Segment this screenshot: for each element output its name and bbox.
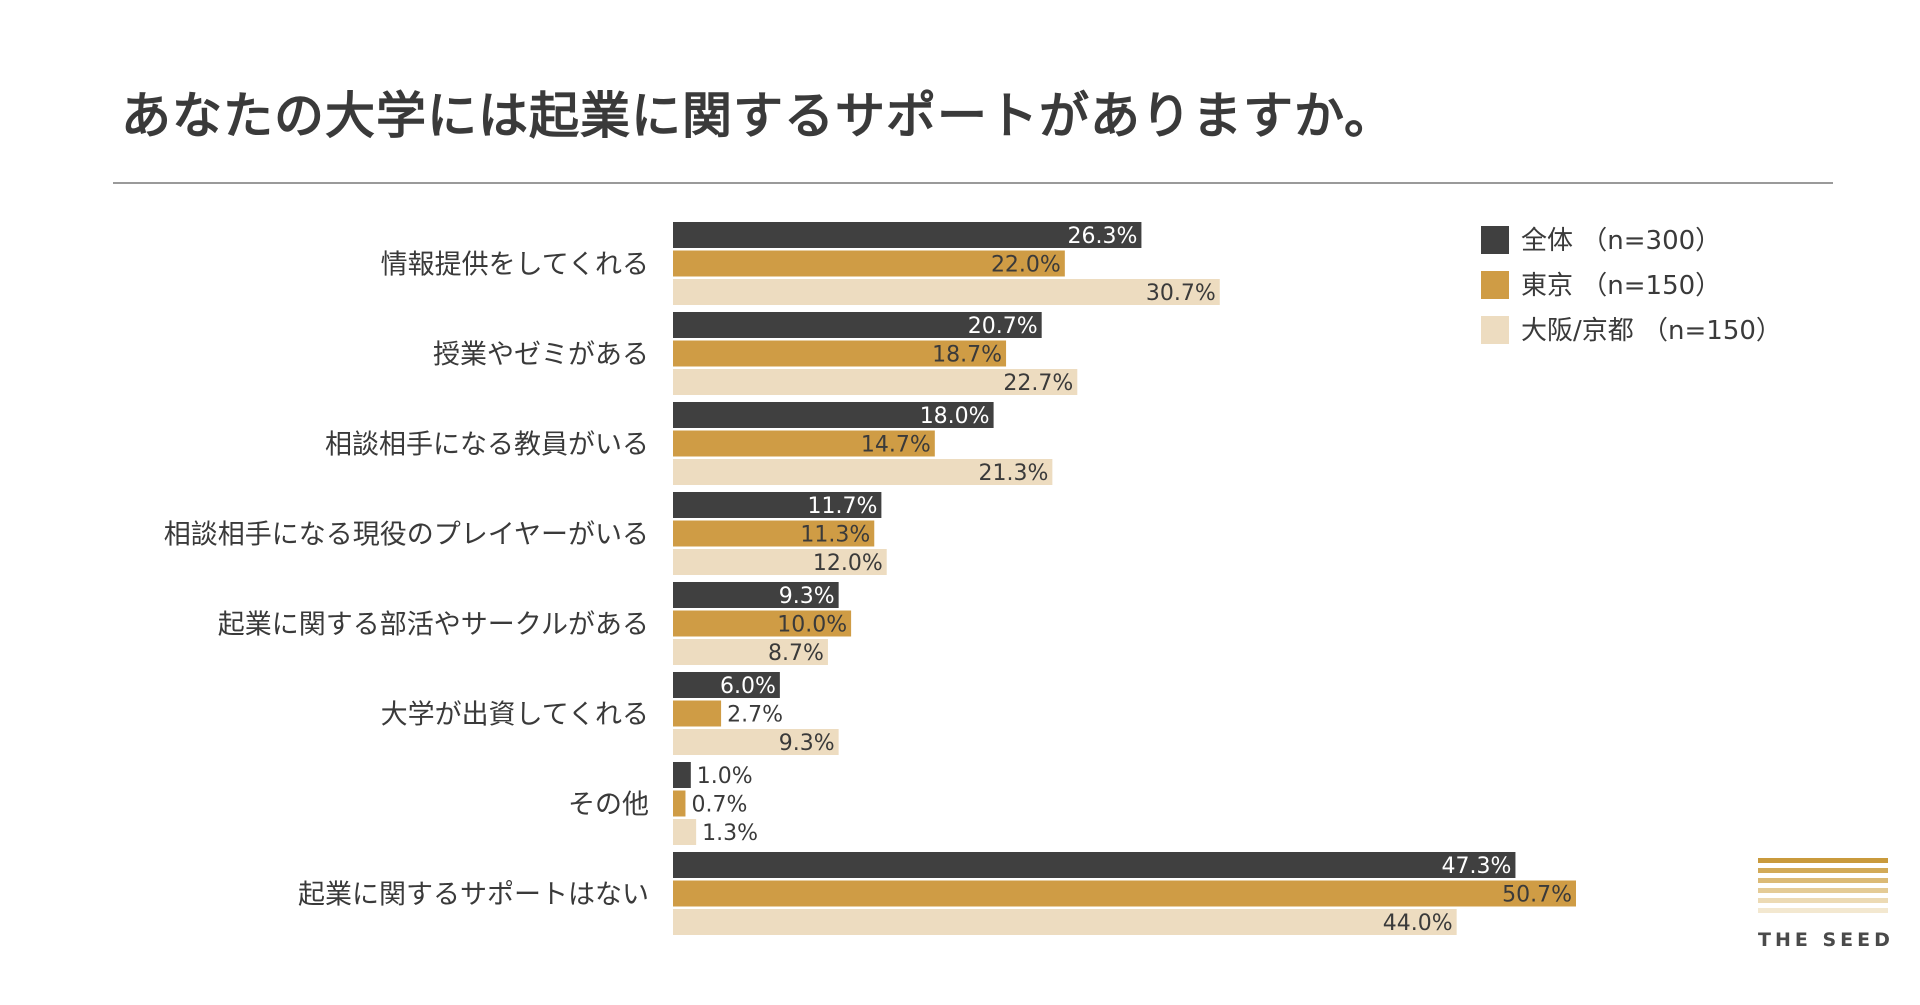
bar-1 bbox=[673, 492, 882, 518]
logo-stripe bbox=[1758, 868, 1888, 873]
title-divider bbox=[113, 182, 1833, 184]
logo-stripe bbox=[1758, 888, 1888, 893]
category-label: 相談相手になる教員がいる bbox=[325, 430, 649, 461]
data-label: 21.3% bbox=[978, 461, 1048, 486]
data-label: 20.7% bbox=[968, 314, 1038, 339]
data-label: 9.3% bbox=[779, 584, 835, 609]
bar-1 bbox=[673, 762, 691, 788]
data-label: 9.3% bbox=[779, 731, 835, 756]
data-label: 22.0% bbox=[991, 253, 1061, 278]
chart-title: あなたの大学には起業に関するサポートがありますか。 bbox=[121, 87, 1395, 145]
data-label: 50.7% bbox=[1502, 883, 1572, 908]
data-label: 8.7% bbox=[768, 641, 824, 666]
logo-stripe bbox=[1758, 908, 1888, 913]
logo-text: THE SEED bbox=[1758, 929, 1894, 951]
bar-3 bbox=[673, 909, 1457, 935]
category-label: 起業に関する部活やサークルがある bbox=[218, 610, 649, 641]
legend-label: 東京 （n=150） bbox=[1521, 271, 1721, 301]
category-label: その他 bbox=[568, 790, 649, 821]
legend-label: 全体 （n=300） bbox=[1521, 226, 1721, 256]
logo-mark bbox=[1758, 858, 1888, 913]
category-label: 起業に関するサポートはない bbox=[298, 880, 649, 911]
category-label: 相談相手になる現役のプレイヤーがいる bbox=[164, 520, 649, 551]
data-label: 26.3% bbox=[1068, 224, 1138, 249]
bar-2 bbox=[673, 520, 875, 547]
data-label: 11.7% bbox=[807, 494, 877, 519]
legend-swatch bbox=[1481, 271, 1509, 299]
legend-swatch bbox=[1481, 316, 1509, 344]
bar-3 bbox=[673, 639, 828, 665]
category-label: 授業やゼミがある bbox=[433, 340, 649, 371]
category-label: 情報提供をしてくれる bbox=[381, 250, 649, 281]
bar-1 bbox=[673, 222, 1142, 248]
bar-1 bbox=[673, 672, 780, 698]
data-label: 1.0% bbox=[697, 764, 753, 789]
bar-1 bbox=[673, 312, 1042, 338]
category-label: 大学が出資してくれる bbox=[381, 700, 649, 731]
data-label: 11.3% bbox=[800, 523, 870, 548]
data-label: 14.7% bbox=[861, 433, 931, 458]
bar-1 bbox=[673, 852, 1516, 878]
bar-1 bbox=[673, 402, 994, 428]
data-label: 18.7% bbox=[932, 343, 1002, 368]
bar-2 bbox=[673, 700, 722, 727]
logo-stripe bbox=[1758, 858, 1888, 863]
bar-2 bbox=[673, 340, 1007, 367]
bar-2 bbox=[673, 790, 686, 817]
bar-3 bbox=[673, 459, 1053, 485]
legend-label: 大阪/京都 （n=150） bbox=[1521, 316, 1782, 346]
logo-stripe bbox=[1758, 878, 1888, 883]
bar-2 bbox=[673, 610, 852, 637]
bar-3 bbox=[673, 279, 1220, 305]
data-label: 6.0% bbox=[720, 674, 776, 699]
bar-1 bbox=[673, 582, 839, 608]
data-label: 30.7% bbox=[1146, 281, 1216, 306]
legend-swatch bbox=[1481, 226, 1509, 254]
data-label: 10.0% bbox=[777, 613, 847, 638]
data-label: 22.7% bbox=[1003, 371, 1073, 396]
data-label: 0.7% bbox=[691, 793, 747, 818]
bar-2 bbox=[673, 880, 1576, 907]
data-label: 44.0% bbox=[1383, 911, 1453, 936]
bar-3 bbox=[673, 819, 697, 845]
brand-logo: THE SEED bbox=[1758, 858, 1894, 951]
logo-stripe bbox=[1758, 898, 1888, 903]
data-label: 12.0% bbox=[813, 551, 883, 576]
data-label: 47.3% bbox=[1442, 854, 1512, 879]
bar-2 bbox=[673, 430, 935, 457]
bar-2 bbox=[673, 250, 1065, 277]
data-label: 1.3% bbox=[702, 821, 758, 846]
data-label: 2.7% bbox=[727, 703, 783, 728]
bar-3 bbox=[673, 729, 839, 755]
bar-3 bbox=[673, 549, 887, 575]
data-label: 18.0% bbox=[920, 404, 990, 429]
bar-3 bbox=[673, 369, 1078, 395]
